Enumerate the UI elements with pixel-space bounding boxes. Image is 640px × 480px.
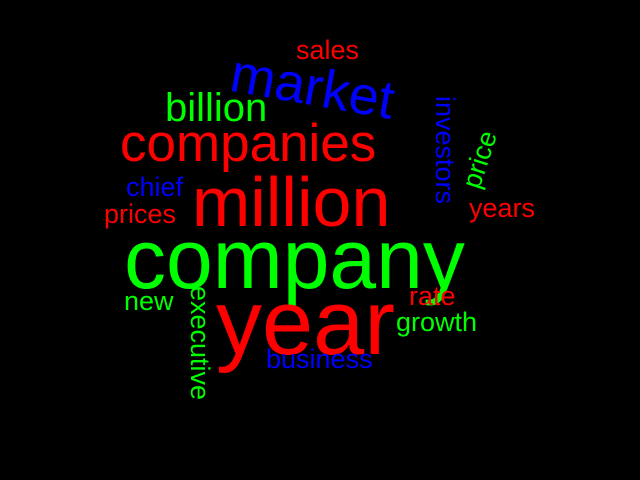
word-executive: executive: [185, 286, 215, 401]
word-investors: investors: [430, 96, 460, 205]
word-prices: prices: [104, 199, 177, 229]
word-chief: chief: [126, 172, 184, 202]
word-year: year: [216, 272, 395, 374]
word-billion: billion: [165, 86, 268, 130]
word-years: years: [469, 193, 536, 223]
word-million: million: [192, 163, 391, 241]
word-sales: sales: [296, 35, 360, 65]
word-company: company: [124, 212, 465, 306]
word-business: business: [266, 344, 373, 374]
word-rate: rate: [409, 281, 456, 311]
word-growth: growth: [396, 307, 478, 337]
word-new: new: [124, 286, 174, 316]
word-companies: companies: [120, 114, 377, 173]
word-price: price: [456, 127, 503, 192]
